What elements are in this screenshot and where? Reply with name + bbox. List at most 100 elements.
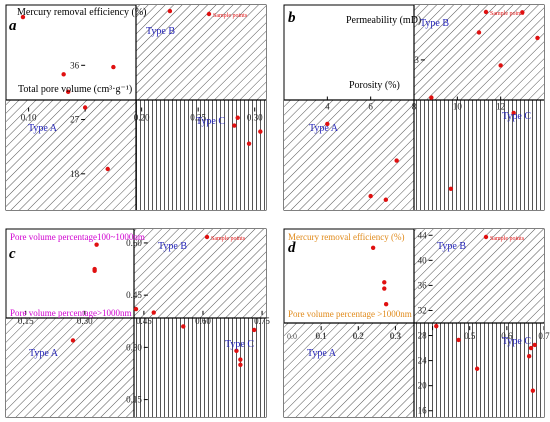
panel-d-data-point bbox=[456, 337, 461, 343]
panel-a-letter: a bbox=[9, 18, 17, 34]
panel-d-y-tick-label: 24 bbox=[418, 356, 428, 366]
panel-a-x-tick-label: 0.20 bbox=[134, 113, 150, 123]
panel-d-data-point bbox=[370, 245, 376, 250]
panel-a-legend-label: Sample points bbox=[213, 13, 248, 19]
panel-d-x-tick-label: 0.3 bbox=[390, 332, 400, 341]
panel-b-y-axis-label: Permeability (mD) bbox=[346, 15, 421, 26]
panel-d-type-c-label: Type C bbox=[502, 336, 531, 347]
panel-b-type-b-label: Type B bbox=[420, 18, 449, 29]
panel-c-legend-label: Sample points bbox=[211, 236, 246, 242]
panel-c-type-a-label: Type A bbox=[29, 348, 59, 359]
panel-c-data-point bbox=[94, 242, 99, 247]
panel-b-data-point bbox=[448, 186, 454, 191]
panel-d-y-tick-label: 20 bbox=[418, 381, 428, 391]
panel-d-data-point bbox=[383, 302, 389, 307]
panel-d-x-tick-label: 0.0 bbox=[287, 332, 297, 341]
panel-d-x-axis-label: Pore volume percentage >1000nm bbox=[288, 309, 412, 319]
panel-d-y-axis-label: Mercury removal efficiency (%) bbox=[288, 232, 405, 242]
panel-b-points bbox=[325, 10, 540, 202]
panel-c-data-point bbox=[234, 348, 239, 354]
panel-a-data-point bbox=[258, 129, 263, 134]
panel-c-quadrant-b-hatch bbox=[134, 229, 266, 318]
panel-c-y-tick-label: 0.30 bbox=[126, 342, 142, 352]
panel-b-data-point bbox=[511, 110, 516, 116]
panel-d-data-point bbox=[474, 366, 480, 371]
panel-b-type-a-label: Type A bbox=[309, 123, 339, 134]
panel-d-x-tick-label: 0.1 bbox=[316, 332, 326, 341]
panel-b-y-tick-label: 3 bbox=[414, 55, 419, 65]
panel-a-data-point bbox=[111, 64, 116, 70]
panel-d-y-tick-label: 28 bbox=[418, 331, 428, 341]
panel-b-data-point bbox=[429, 95, 434, 100]
panel-d-data-point bbox=[532, 342, 537, 348]
panel-c-type-c-label: Type C bbox=[225, 339, 254, 350]
panel-d-y-tick-label: 32 bbox=[418, 305, 427, 315]
panel-c-letter: c bbox=[9, 246, 16, 262]
panel-c-data-point bbox=[133, 306, 139, 312]
panel-b-x-tick-label: 12 bbox=[496, 102, 505, 112]
panel-a-data-point bbox=[235, 115, 240, 120]
panel-d-legend-marker bbox=[483, 234, 489, 240]
panel-c-x-axis-label: Pore volume percentage>1000nm bbox=[10, 308, 132, 318]
panel-a-data-point bbox=[232, 123, 237, 128]
panel-b-data-point bbox=[394, 158, 399, 163]
panel-d-ticks: 0.1 0.2 0.3 0.5 0.6 0.70.0 0.1 0.2 0.31620242832… bbox=[287, 230, 550, 415]
panel-a-data-point bbox=[105, 166, 110, 172]
panel-a-points bbox=[20, 8, 263, 172]
panel-b-ticks: 4 6 8 10 12 3 bbox=[325, 55, 505, 112]
panel-b-data-point bbox=[383, 197, 389, 202]
panel-a-quadrant-c-hatch bbox=[136, 100, 266, 210]
panel-c-y-axis-label: Pore volume percentage100~1000nm bbox=[10, 232, 145, 242]
panel-a: a 0.10 0.20 0.25 0.30 18 27 36 Mercury removal… bbox=[5, 4, 267, 211]
panel-d-quadrant-b-hatch bbox=[414, 229, 544, 323]
panel-d-y-tick-label: 44 bbox=[418, 230, 428, 240]
panel-c-legend-marker bbox=[204, 234, 210, 240]
panel-b-legend-label: Sample points bbox=[490, 11, 525, 17]
panel-d: d 0.1 0.2 0.3 0.5 0.6 0.70.0 0.1 0.2 0.316202428… bbox=[283, 228, 550, 418]
panel-d-data-point bbox=[434, 323, 439, 329]
panel-b-x-axis-label: Porosity (%) bbox=[349, 80, 400, 91]
panel-a-type-a-label: Type A bbox=[28, 123, 58, 134]
panel-d-x-tick-label: 0.6 bbox=[501, 331, 513, 341]
panel-a-quadrant-a-hatch bbox=[6, 100, 136, 210]
panel-c-points bbox=[70, 242, 257, 367]
panel-b-x-tick-label: 4 bbox=[325, 102, 330, 112]
panel-c-x-tick-label: 0.15 bbox=[18, 316, 34, 326]
panel-c-y-tick-label: 0.60 bbox=[126, 238, 142, 248]
panel-c-data-point bbox=[181, 324, 186, 329]
panel-c-data-point bbox=[151, 310, 156, 315]
panel-b-x-tick-label: 10 bbox=[453, 102, 463, 112]
panel-b-data-point bbox=[535, 35, 540, 41]
panel-a-quadrant-b-hatch bbox=[136, 5, 266, 100]
panel-d-type-a-label: Type A bbox=[307, 348, 337, 359]
panel-d-x-tick-label: 0.1 bbox=[316, 331, 327, 341]
panel-a-x-tick-label: 0.25 bbox=[190, 113, 206, 123]
panel-d-legend-label: Sample points bbox=[490, 236, 525, 242]
panel-b-data-point bbox=[498, 63, 503, 68]
panel-d-y-tick-label: 40 bbox=[418, 255, 428, 265]
panel-d-letter: d bbox=[288, 240, 296, 256]
panel-c-data-point bbox=[238, 362, 243, 367]
panel-b-data-point bbox=[520, 10, 525, 15]
panel-c-x-tick-label: 0.30 bbox=[77, 316, 93, 326]
panel-b-data-point bbox=[476, 30, 482, 35]
panel-b-legend-marker bbox=[483, 9, 489, 15]
panel-c-x-tick-label: 0.45 bbox=[136, 316, 152, 326]
panel-a-x-tick-label: 0.10 bbox=[21, 113, 37, 123]
panel-a-y-axis-label: Mercury removal efficiency (%) bbox=[17, 7, 146, 18]
panel-c-type-b-label: Type B bbox=[158, 241, 187, 252]
panel-d-x-tick-label: 0.2 bbox=[353, 331, 364, 341]
panel-b: b 4 6 8 10 12 3 Permeability (mD) Porosity (%… bbox=[283, 4, 545, 211]
panel-c-quadrant-a-hatch bbox=[6, 318, 134, 417]
panel-b-x-tick-label: 8 bbox=[412, 102, 417, 112]
panel-b-quadrant-c-hatch bbox=[414, 100, 544, 210]
panel-c-data-point bbox=[70, 338, 76, 343]
panel-d-data-point bbox=[528, 345, 534, 351]
panel-d-data-point bbox=[382, 286, 387, 291]
panel-d-x-tick-label: 0.2 bbox=[353, 332, 363, 341]
panel-c-x-tick-label: 0.60 bbox=[195, 316, 211, 326]
panel-c-y-tick-label: 0.15 bbox=[126, 395, 142, 405]
panel-d-data-point bbox=[530, 388, 536, 393]
panel-b-data-point bbox=[368, 193, 373, 199]
